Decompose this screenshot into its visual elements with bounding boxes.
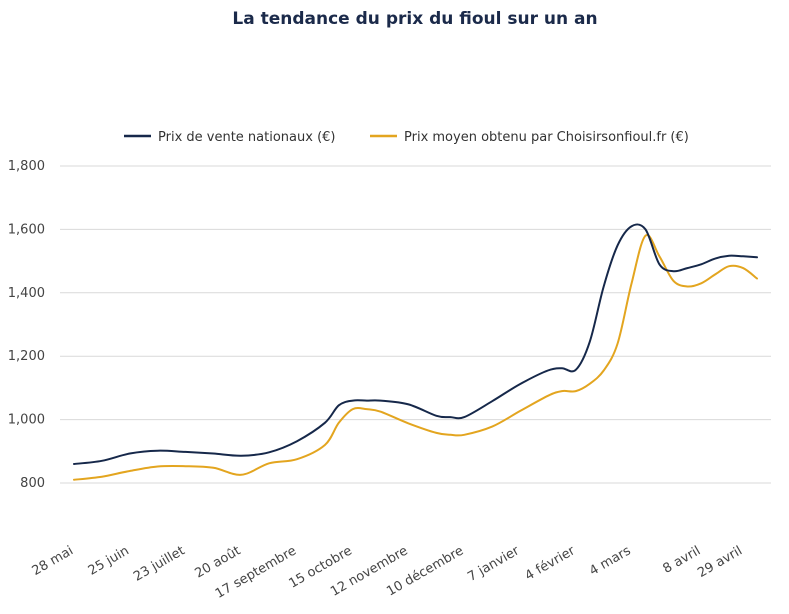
series-line-national <box>73 223 758 465</box>
x-tick-label: 23 juillet <box>131 543 187 584</box>
y-tick-label: 1,600 <box>8 222 45 237</box>
y-tick-label: 1,400 <box>8 286 45 301</box>
x-tick-label: 25 juin <box>86 543 132 578</box>
legend-label-choisirsonfioul: Prix moyen obtenu par Choisirsonfioul.fr… <box>404 130 689 145</box>
chart-legend: Prix de vente nationaux (€) Prix moyen o… <box>124 130 689 145</box>
y-tick-label: 800 <box>20 476 45 491</box>
y-axis: 800 1,000 1,200 1,400 1,600 1,800 <box>8 159 45 491</box>
series-line-choisirsonfioul <box>73 233 758 481</box>
x-tick-label: 4 février <box>523 543 579 584</box>
x-tick-label: 29 avril <box>695 543 745 580</box>
grid-lines <box>60 165 771 484</box>
x-tick-label: 7 janvier <box>465 543 522 585</box>
series-lines <box>73 223 758 481</box>
x-tick-label: 28 mai <box>30 543 76 578</box>
legend-label-national: Prix de vente nationaux (€) <box>158 130 336 145</box>
y-tick-label: 1,000 <box>8 413 45 428</box>
y-tick-label: 1,800 <box>8 159 45 174</box>
x-tick-label: 4 mars <box>587 543 634 579</box>
chart-title: La tendance du prix du fioul sur un an <box>232 9 597 29</box>
y-tick-label: 1,200 <box>8 349 45 364</box>
